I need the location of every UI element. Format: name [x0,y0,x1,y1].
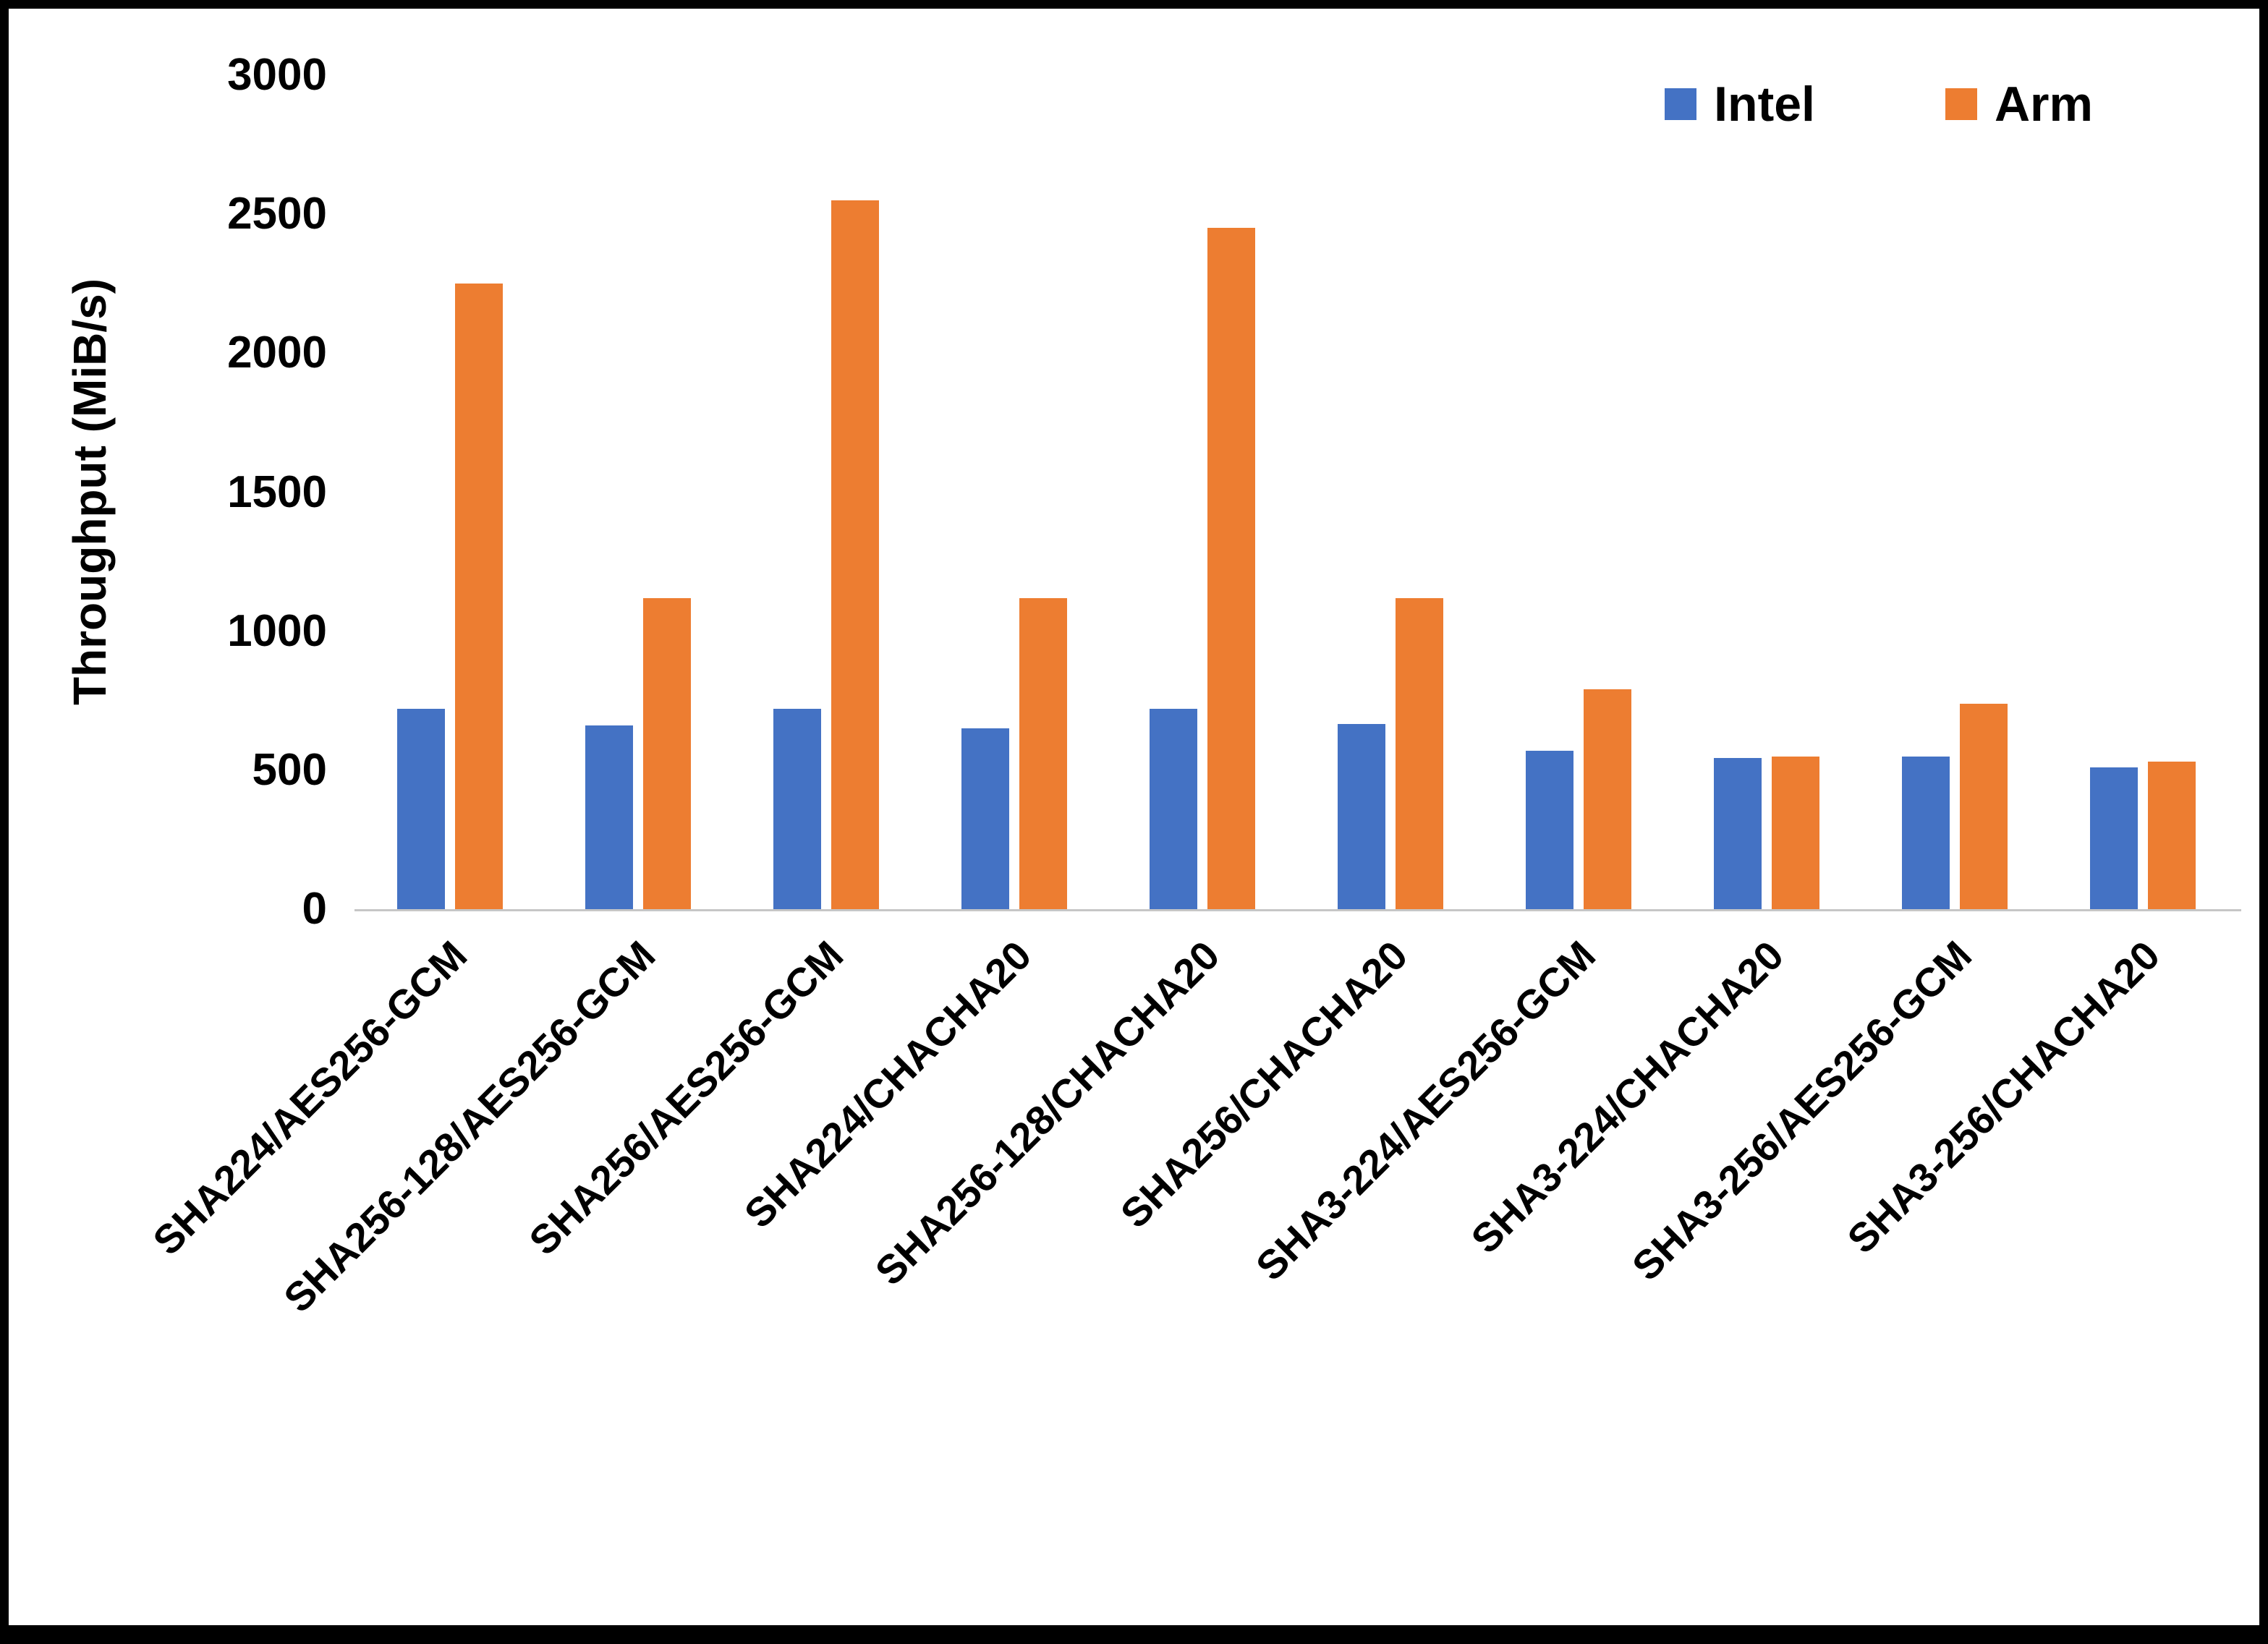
bar-intel [1526,750,1573,909]
bar-group [2049,75,2237,909]
x-axis-category-label: SHA3-224/CHACHA20 [1462,932,1793,1262]
bar-intel [585,725,633,909]
bar-group [1296,75,1485,909]
x-axis-category-label: SHA256-128/AES256-GCM [274,932,664,1321]
y-axis-tick-label: 0 [302,884,327,934]
bar-group [920,75,1108,909]
y-axis-tick-label: 500 [252,744,327,795]
bar-arm [1584,689,1631,909]
bar-group [732,75,920,909]
y-axis-tick-label: 1000 [227,605,327,656]
bar-group [1108,75,1296,909]
y-axis-tick-label: 1500 [227,467,327,517]
bar-arm [1207,228,1255,909]
bar-intel [1150,709,1197,909]
x-axis-category-label: SHA3-256/AES256-GCM [1623,932,1981,1290]
bar-group [1485,75,1673,909]
bar-chart: Throughput (MiB/s) 0 500 1000 1500 2000 2500 3… [9,9,2259,1625]
y-axis-tick-label: 2500 [227,189,327,239]
x-axis-category-label: SHA3-256/CHACHA20 [1838,932,2169,1262]
bar-group [356,75,544,909]
bar-intel [773,709,821,909]
bar-arm [1396,597,1443,909]
y-axis-tick-label: 3000 [227,50,327,100]
bar-arm [831,200,879,909]
bar-group [1861,75,2049,909]
bar-intel [961,728,1009,909]
chart-legend: Intel Arm [1665,80,2093,129]
y-axis-tick-label: 2000 [227,328,327,378]
x-axis-line [354,909,2241,911]
legend-label: Intel [1714,77,1815,132]
x-axis-category-label: SHA256-128/CHACHA20 [866,932,1228,1294]
legend-label: Arm [1994,77,2093,132]
bar-intel [397,709,445,909]
legend-item-intel: Intel [1665,80,1815,129]
bar-arm [455,284,503,909]
bar-arm [1960,703,2008,909]
x-axis-category-label: SHA256/AES256-GCM [519,932,852,1264]
x-axis-category-label: SHA3-224/AES256-GCM [1246,932,1605,1290]
bar-intel [1714,757,1762,909]
x-axis-category-label: SHA224/AES256-GCM [143,932,476,1264]
bar-arm [1019,597,1067,909]
bar-intel [2090,767,2138,909]
bar-group [1673,75,1861,909]
bar-arm [2148,762,2196,909]
y-axis-title: Throughput (MiB/s) [64,278,116,706]
plot-area [356,75,2237,909]
bar-arm [643,597,691,909]
bar-group [544,75,732,909]
bar-intel [1902,756,1950,909]
legend-swatch-icon [1945,88,1977,120]
y-axis-tick-labels: 0 500 1000 1500 2000 2500 3000 [117,53,327,932]
legend-item-arm: Arm [1945,80,2093,129]
bar-arm [1772,756,1819,909]
bar-intel [1338,724,1385,909]
legend-swatch-icon [1665,88,1697,120]
